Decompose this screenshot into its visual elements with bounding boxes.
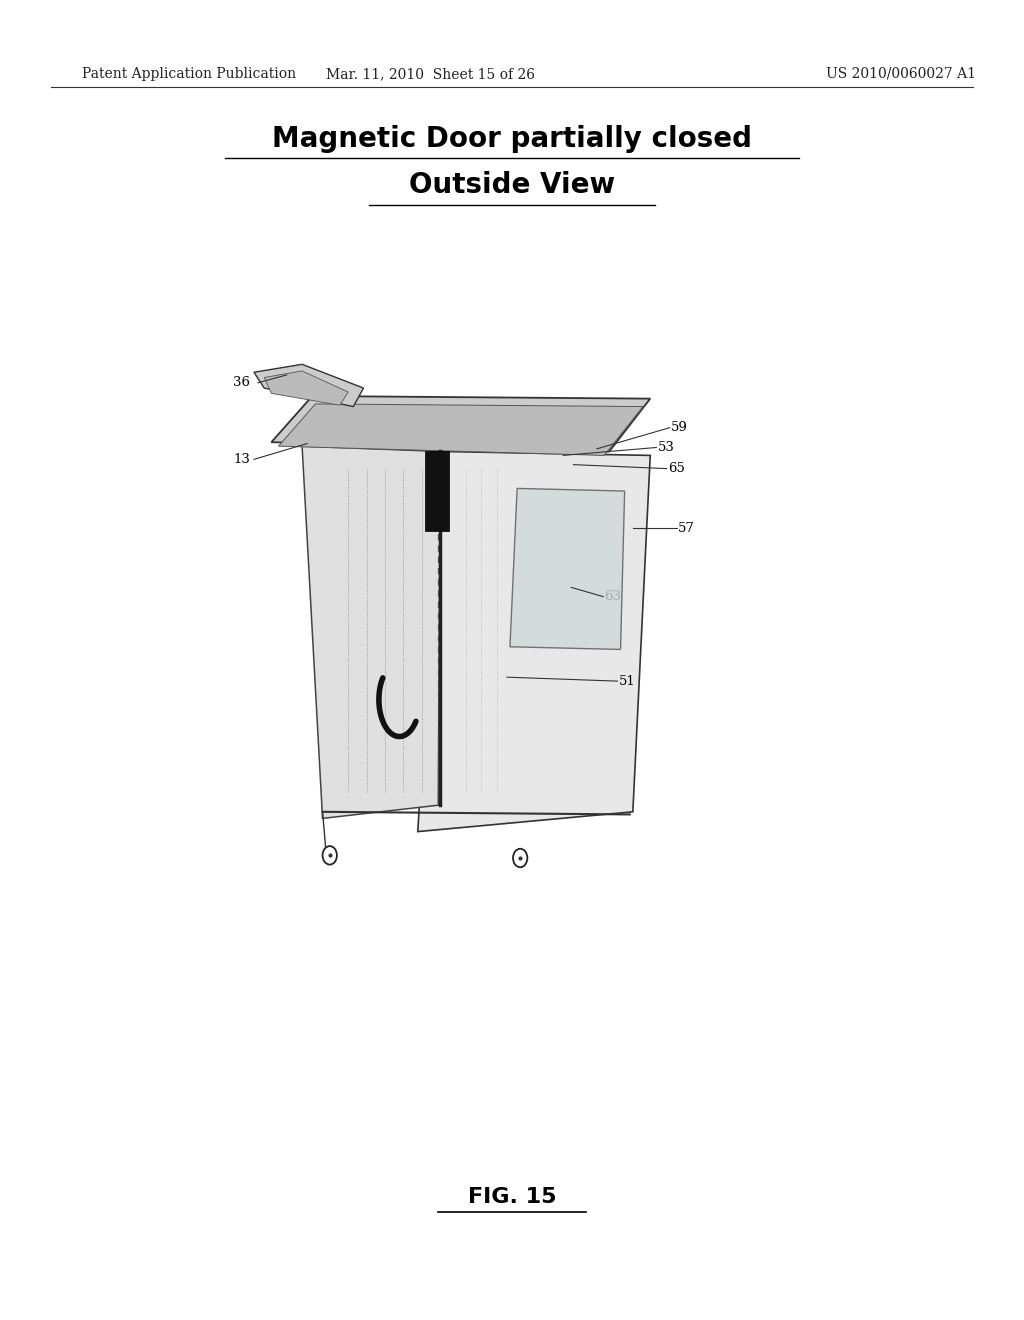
Polygon shape (264, 371, 348, 405)
Polygon shape (510, 488, 625, 649)
Text: Outside View: Outside View (409, 170, 615, 199)
Text: FIG. 15: FIG. 15 (468, 1187, 556, 1208)
Text: US 2010/0060027 A1: US 2010/0060027 A1 (826, 67, 976, 81)
Text: Patent Application Publication: Patent Application Publication (82, 67, 296, 81)
Text: 62: 62 (307, 471, 324, 484)
Text: 53: 53 (657, 441, 674, 454)
Polygon shape (254, 364, 364, 407)
Text: 63: 63 (604, 590, 622, 603)
Text: 59: 59 (671, 421, 687, 434)
Polygon shape (271, 396, 650, 451)
Polygon shape (302, 446, 440, 818)
Text: 13: 13 (233, 453, 250, 466)
Polygon shape (279, 404, 643, 455)
Text: 57: 57 (678, 521, 694, 535)
Text: 51: 51 (618, 675, 635, 688)
Text: Magnetic Door partially closed: Magnetic Door partially closed (272, 124, 752, 153)
Text: Mar. 11, 2010  Sheet 15 of 26: Mar. 11, 2010 Sheet 15 of 26 (326, 67, 535, 81)
Text: 36: 36 (233, 376, 251, 389)
Polygon shape (425, 451, 449, 531)
Polygon shape (418, 451, 650, 832)
Text: 65: 65 (668, 462, 684, 475)
